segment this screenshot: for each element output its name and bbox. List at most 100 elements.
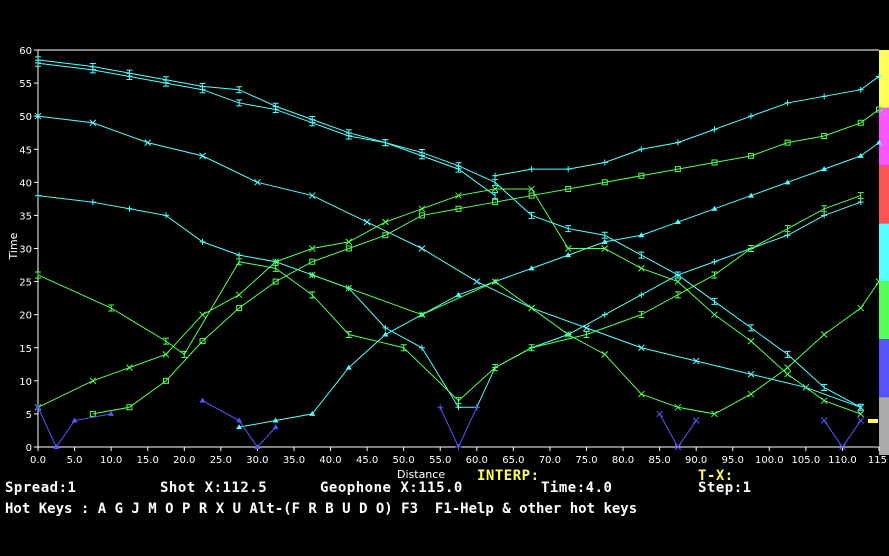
data-point	[455, 444, 462, 450]
data-point	[162, 377, 169, 384]
y-tick-label: 0	[26, 443, 32, 454]
x-tick-label: 110.0	[828, 455, 857, 466]
data-point	[528, 185, 535, 193]
palette-swatch	[879, 50, 889, 108]
y-tick-label: 20	[19, 311, 32, 322]
data-point	[747, 337, 755, 345]
data-point	[674, 166, 681, 173]
data-point	[784, 179, 791, 185]
data-point	[309, 258, 316, 265]
x-tick-label: 45.0	[356, 455, 378, 466]
data-point	[601, 311, 608, 318]
data-point	[126, 404, 133, 411]
data-point	[711, 159, 718, 166]
data-point	[583, 331, 590, 339]
data-point	[674, 403, 682, 411]
color-palette-bar[interactable]	[879, 50, 889, 455]
data-point	[382, 324, 389, 331]
data-point	[126, 72, 133, 80]
series-group	[34, 185, 865, 418]
data-point	[272, 417, 279, 423]
x-tick-label: 60.0	[466, 455, 488, 466]
data-point	[656, 410, 663, 418]
data-point	[308, 192, 316, 199]
data-point	[637, 390, 645, 398]
tx-label: T-X:	[698, 468, 734, 484]
data-point	[473, 404, 480, 411]
data-point	[821, 212, 828, 219]
data-point	[345, 132, 352, 140]
data-point	[455, 404, 462, 411]
data-point	[162, 79, 169, 87]
data-point	[199, 311, 206, 319]
series-line	[37, 195, 861, 402]
data-point	[418, 344, 425, 351]
series-group	[35, 192, 864, 405]
data-point	[35, 59, 41, 67]
x-tick-label: 20.0	[173, 455, 195, 466]
data-point	[363, 218, 371, 226]
data-point	[601, 351, 609, 358]
data-point	[272, 424, 279, 430]
y-tick-label: 35	[19, 211, 32, 222]
x-tick-label: 100.0	[755, 455, 784, 466]
series-line	[494, 76, 880, 177]
data-point	[34, 112, 42, 120]
data-point	[382, 331, 389, 337]
data-point	[418, 311, 426, 319]
data-point	[236, 252, 243, 259]
data-point	[126, 364, 133, 371]
data-point	[418, 212, 425, 219]
data-point	[748, 324, 755, 332]
data-point	[35, 271, 41, 279]
data-point	[473, 278, 481, 285]
series-group	[35, 404, 115, 449]
x-tick-label: 55.0	[429, 455, 451, 466]
data-point	[492, 199, 499, 206]
data-point	[711, 271, 718, 279]
series-group	[35, 192, 864, 411]
y-tick-label: 15	[19, 344, 32, 355]
data-point	[565, 166, 572, 173]
data-point	[236, 417, 243, 423]
shot-x-readout: Shot X:112.5	[160, 480, 268, 496]
data-point	[674, 443, 682, 451]
series-group	[656, 410, 700, 451]
data-point	[418, 245, 426, 252]
data-point	[638, 251, 645, 259]
series-line	[239, 142, 880, 428]
x-tick-label: 30.0	[246, 455, 268, 466]
x-tick-label: 40.0	[319, 455, 341, 466]
data-point	[272, 106, 279, 114]
interp-label: INTERP:	[477, 468, 540, 484]
series-line	[37, 195, 861, 408]
data-point	[528, 211, 535, 219]
data-point	[674, 291, 681, 299]
data-point	[638, 311, 645, 319]
data-point	[876, 73, 882, 80]
data-point	[309, 410, 316, 416]
data-point	[308, 271, 316, 279]
series-group	[236, 139, 882, 430]
data-point	[565, 185, 572, 192]
data-point	[784, 139, 791, 146]
data-point	[108, 304, 115, 312]
series-group	[35, 59, 499, 200]
data-point	[492, 172, 499, 179]
data-point	[345, 284, 353, 292]
data-point	[747, 370, 755, 378]
x-axis-label: Distance	[397, 468, 445, 481]
data-point	[162, 212, 169, 219]
data-point	[820, 397, 828, 405]
data-point	[345, 364, 352, 370]
data-point	[345, 331, 352, 339]
data-point	[674, 278, 682, 285]
data-point	[345, 238, 353, 246]
data-point	[638, 172, 645, 179]
data-point	[857, 304, 865, 312]
data-point	[35, 404, 41, 410]
y-axis-label: Time	[7, 232, 20, 260]
series-line	[439, 407, 478, 449]
data-point	[236, 99, 243, 107]
